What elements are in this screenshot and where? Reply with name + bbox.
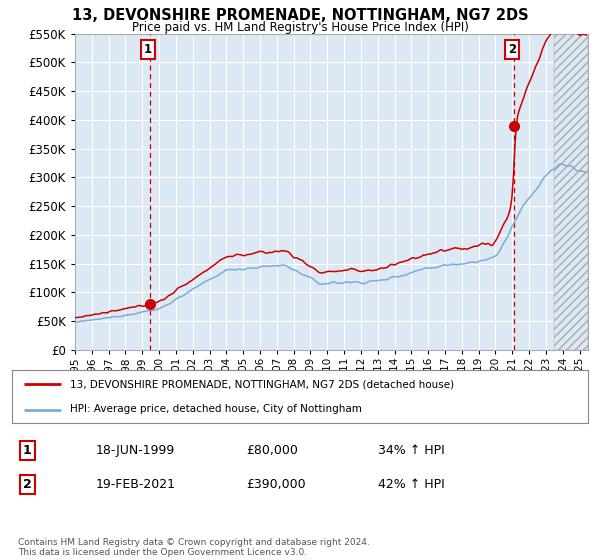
Text: £390,000: £390,000 xyxy=(246,478,305,491)
Text: 18-JUN-1999: 18-JUN-1999 xyxy=(96,444,175,458)
Bar xyxy=(554,34,588,350)
Text: 42% ↑ HPI: 42% ↑ HPI xyxy=(378,478,445,491)
Text: 34% ↑ HPI: 34% ↑ HPI xyxy=(378,444,445,458)
Text: £80,000: £80,000 xyxy=(246,444,298,458)
Text: 1: 1 xyxy=(143,43,152,56)
Text: 13, DEVONSHIRE PROMENADE, NOTTINGHAM, NG7 2DS: 13, DEVONSHIRE PROMENADE, NOTTINGHAM, NG… xyxy=(71,8,529,24)
Text: Price paid vs. HM Land Registry's House Price Index (HPI): Price paid vs. HM Land Registry's House … xyxy=(131,21,469,34)
Text: Contains HM Land Registry data © Crown copyright and database right 2024.
This d: Contains HM Land Registry data © Crown c… xyxy=(18,538,370,557)
Text: 19-FEB-2021: 19-FEB-2021 xyxy=(96,478,176,491)
Text: 2: 2 xyxy=(23,478,31,491)
Text: 1: 1 xyxy=(23,444,31,458)
Text: 2: 2 xyxy=(508,43,516,56)
Text: HPI: Average price, detached house, City of Nottingham: HPI: Average price, detached house, City… xyxy=(70,404,361,414)
Text: 13, DEVONSHIRE PROMENADE, NOTTINGHAM, NG7 2DS (detached house): 13, DEVONSHIRE PROMENADE, NOTTINGHAM, NG… xyxy=(70,380,454,390)
